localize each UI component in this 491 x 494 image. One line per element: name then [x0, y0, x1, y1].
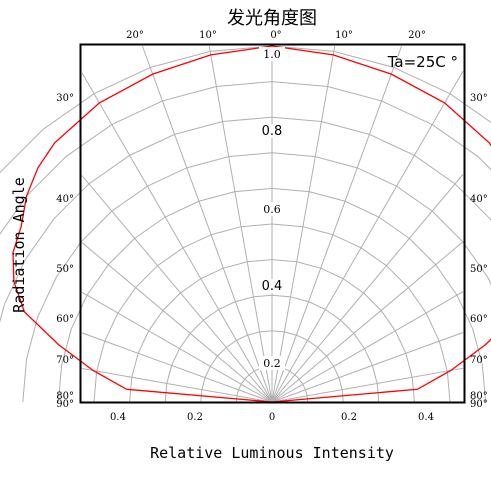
- right-angle-tick: 70°: [470, 355, 488, 366]
- radial-tick-bg: [259, 124, 285, 138]
- right-angle-tick: 50°: [470, 264, 488, 275]
- left-angle-tick: 90°: [56, 399, 74, 410]
- radial-tick-label: 0.4: [262, 279, 283, 294]
- top-angle-tick: 0°: [270, 30, 281, 41]
- radial-tick-bg: [259, 202, 285, 216]
- radial-gridline: [141, 45, 273, 403]
- radial-gridline: [271, 70, 464, 403]
- right-angle-tick: 80°: [470, 391, 488, 402]
- bottom-tick: 0.2: [341, 412, 357, 423]
- bottom-tick: 0.2: [187, 412, 203, 423]
- left-angle-tick: 30°: [56, 93, 74, 104]
- ring-gridline: [93, 223, 451, 403]
- top-angle-tick: 20°: [126, 30, 144, 41]
- right-angle-tick: 30°: [470, 93, 488, 104]
- chart-title: 发光角度图: [227, 8, 317, 29]
- bottom-tick: 0.4: [110, 412, 126, 423]
- ring-gridline: [22, 152, 491, 403]
- bottom-tick: 0.4: [418, 412, 434, 423]
- tick-labels: 0.2 0.4 0.6 0.8 1.0 20° 10° 0° 10° 20° 30° 40° 50° 60…: [56, 30, 487, 423]
- radial-gridline: [271, 45, 403, 403]
- radial-tick-label: 1.0: [263, 48, 281, 61]
- top-angle-tick: 20°: [408, 30, 426, 41]
- radial-gridline: [81, 72, 273, 403]
- top-angle-tick: 10°: [199, 30, 217, 41]
- top-angle-tick: 10°: [335, 30, 353, 41]
- radial-gridline: [271, 332, 464, 403]
- temperature-annotation: Ta=25C °: [387, 53, 458, 71]
- right-angle-tick: 60°: [470, 314, 488, 325]
- left-angle-tick: 60°: [56, 314, 74, 325]
- ring-gridline: [0, 81, 491, 235]
- x-axis-label: Relative Luminous Intensity: [150, 444, 394, 462]
- radiation-curve: [12, 45, 491, 403]
- radial-gridline: [81, 291, 273, 403]
- radial-gridline: [271, 174, 464, 403]
- radial-gridline: [271, 241, 464, 403]
- left-angle-tick: 40°: [56, 194, 74, 205]
- radial-tick-label: 0.6: [263, 203, 281, 216]
- right-angle-tick: 40°: [470, 194, 488, 205]
- left-angle-tick: 70°: [56, 355, 74, 366]
- y-axis-label: Radiation Angle: [10, 177, 28, 312]
- ring-gridline: [164, 294, 380, 403]
- radial-tick-label: 0.2: [263, 357, 281, 370]
- left-angle-tick: 80°: [56, 391, 74, 402]
- radial-gridline: [271, 367, 464, 403]
- radial-tick-bg: [259, 47, 285, 61]
- ring-gridline: [57, 187, 487, 403]
- ring-gridline: [129, 259, 415, 403]
- ring-gridline: [200, 330, 344, 403]
- plot-frame: [79, 43, 466, 404]
- radiation-curve-line: [12, 45, 491, 403]
- radial-gridline: [271, 291, 464, 403]
- ring-gridline: [0, 116, 491, 323]
- radial-gridline: [81, 175, 273, 403]
- radial-gridline: [81, 368, 273, 403]
- radial-gridline: [271, 45, 336, 403]
- left-angle-tick: 50°: [56, 264, 74, 275]
- radial-gridline: [81, 332, 273, 403]
- bottom-tick: 0: [269, 412, 275, 423]
- radial-gridline: [208, 45, 273, 403]
- radial-tick-bg: [259, 356, 285, 370]
- radial-tick-bg: [259, 279, 285, 293]
- right-angle-tick: 90°: [470, 399, 488, 410]
- polar-grid: [0, 45, 491, 403]
- radial-tick-label: 0.8: [262, 124, 283, 139]
- radial-gridline: [81, 242, 273, 403]
